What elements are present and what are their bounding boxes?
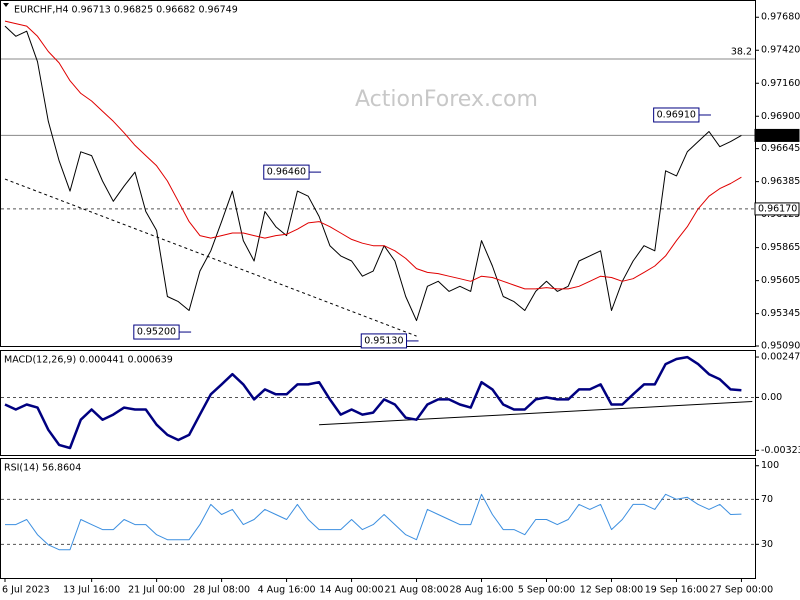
- callout-box: [133, 324, 180, 340]
- x-tick-label: 4 Aug 16:00: [258, 585, 316, 596]
- callout-label: 0.96460: [267, 167, 306, 178]
- x-tick-label: 5 Sep 00:00: [518, 585, 575, 596]
- x-tick-label: 21 Jul 00:00: [128, 585, 185, 596]
- series-line: [4, 20, 742, 290]
- x-tick-label: 21 Aug 08:00: [385, 585, 449, 596]
- panel-title: MACD(12,26,9) 0.000441 0.000639: [4, 355, 173, 366]
- callout-label: 0.96910: [657, 109, 696, 120]
- x-tick-label: 6 Jul 2023: [2, 585, 50, 596]
- y-tick-label: 30: [761, 539, 773, 550]
- price-tag: [754, 202, 800, 216]
- callout-box: [653, 107, 700, 123]
- price-tag: [754, 128, 800, 142]
- y-tick-label: 0.95345: [761, 308, 800, 319]
- y-tick-label: 0.95090: [761, 341, 800, 352]
- trend-line: [4, 178, 417, 337]
- y-tick-label: 0.97680: [761, 12, 800, 23]
- y-tick-label: 70: [761, 494, 773, 505]
- macd-panel: [0, 350, 756, 456]
- y-tick-label: 100: [761, 460, 779, 471]
- trend-line: [319, 401, 753, 426]
- panel-title: EURCHF,H4 0.96713 0.96825 0.96682 0.9674…: [14, 5, 238, 16]
- callout-label: 0.95130: [364, 335, 403, 346]
- y-tick-label: 0.97160: [761, 78, 800, 89]
- series-line: [4, 355, 742, 450]
- x-tick-label: 28 Jul 08:00: [193, 585, 250, 596]
- menu-icon: [3, 3, 9, 7]
- watermark: ActionForex.com: [355, 87, 538, 112]
- y-tick-label: 0.97420: [761, 45, 800, 56]
- price-tag-label: 0.96170: [758, 203, 797, 214]
- x-tick-label: 12 Sep 08:00: [580, 585, 643, 596]
- y-tick-label: 0.96900: [761, 111, 800, 122]
- y-tick-label: 0.002471: [761, 352, 800, 363]
- y-tick-label: 0.95865: [761, 242, 800, 253]
- y-tick-label: 0.95605: [761, 275, 800, 286]
- y-tick-label: -0.003235: [761, 445, 800, 456]
- panel-title: RSI(14) 56.8604: [4, 463, 81, 474]
- price-tag-label: 0.96749: [758, 130, 797, 141]
- callout-label: 0.95200: [137, 327, 176, 338]
- callout-box: [263, 164, 310, 180]
- y-tick-label: 0.96645: [761, 143, 800, 154]
- x-tick-label: 19 Sep 16:00: [645, 585, 708, 596]
- callout-box: [360, 333, 408, 349]
- x-tick-label: 14 Aug 00:00: [320, 585, 384, 596]
- x-tick-label: 13 Jul 16:00: [63, 585, 120, 596]
- x-tick-label: 27 Sep 00:00: [710, 585, 773, 596]
- y-tick-label: 0.00: [761, 392, 782, 403]
- x-tick-label: 28 Aug 16:00: [449, 585, 513, 596]
- rsi-panel: [0, 458, 756, 579]
- series-line: [4, 25, 742, 322]
- y-tick-label: 0.96385: [761, 176, 800, 187]
- series-line: [5, 493, 742, 551]
- level-name: 38.2: [731, 47, 752, 58]
